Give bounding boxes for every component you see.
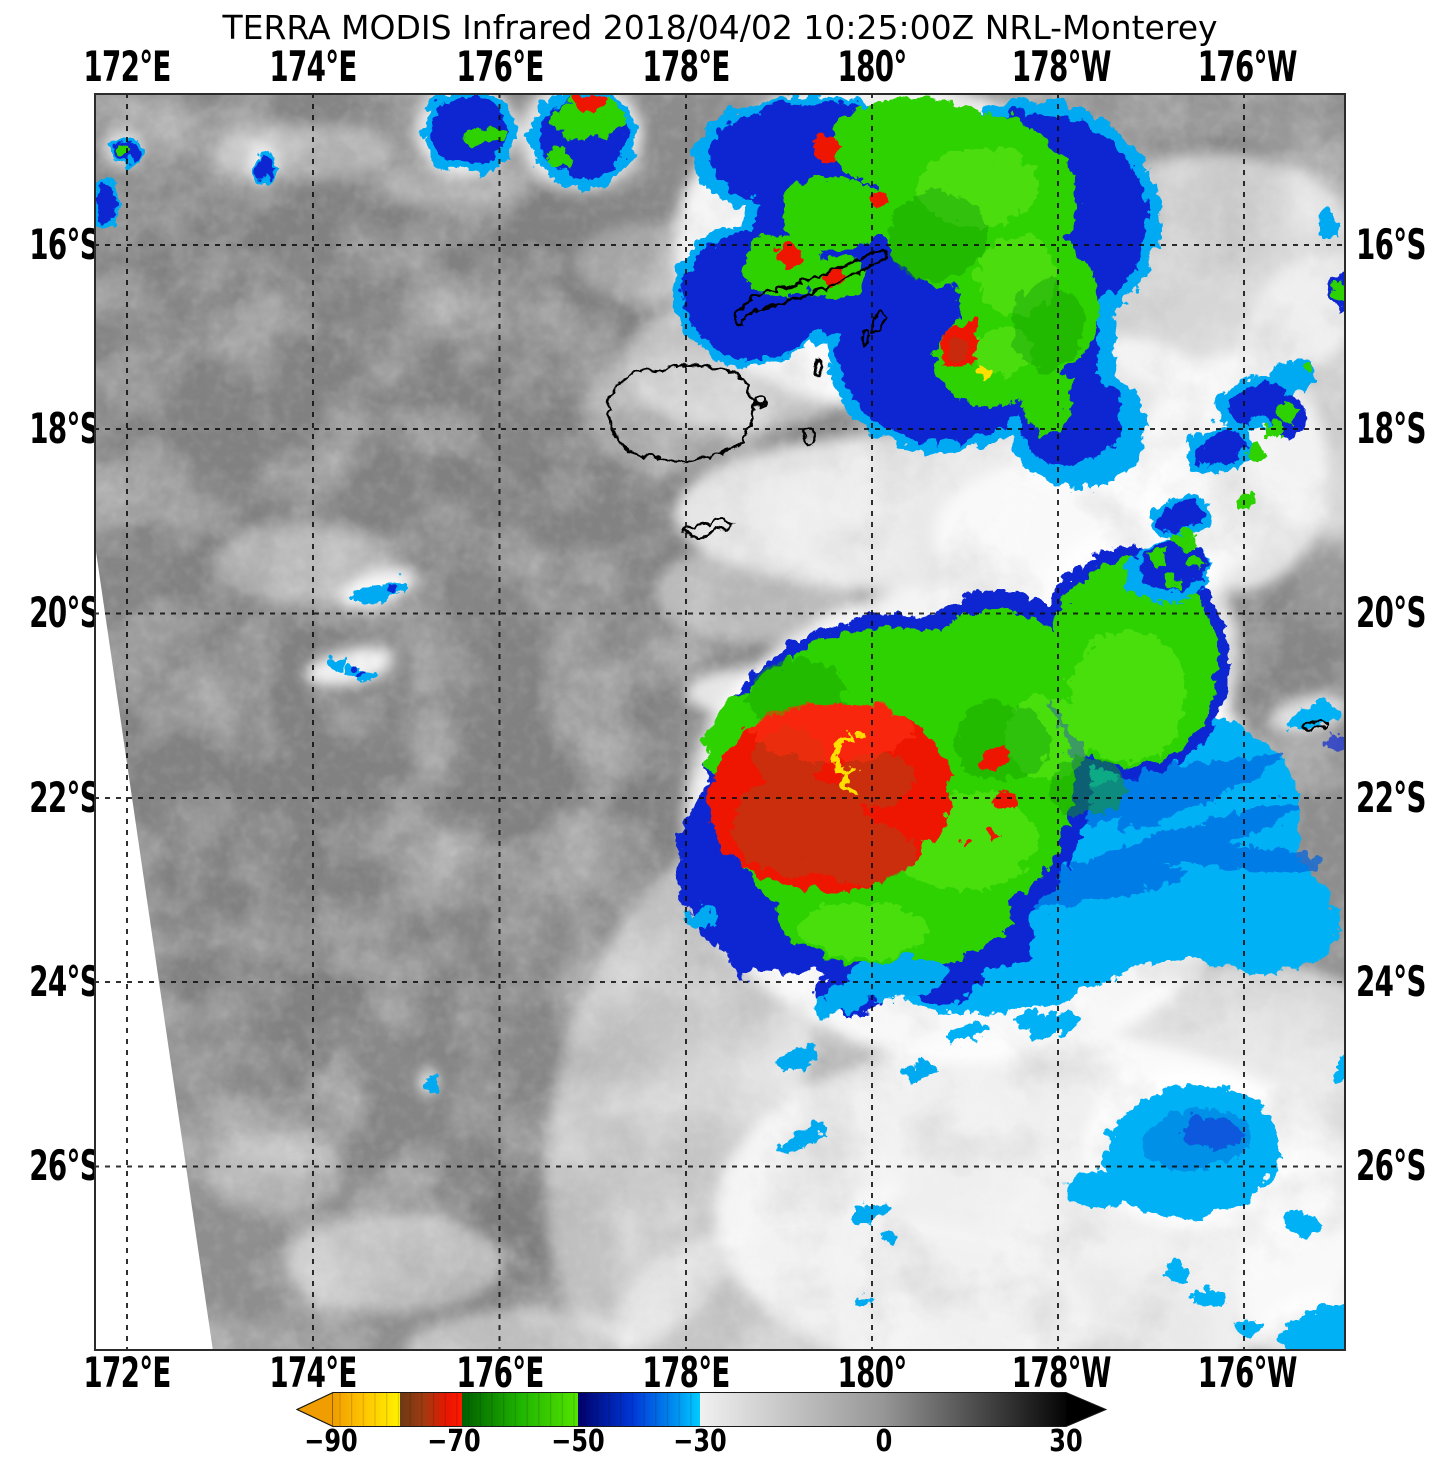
temperature-colorbar xyxy=(295,1391,1108,1428)
coastline-kadavu xyxy=(678,516,732,537)
storm-north-complex xyxy=(419,93,1157,485)
coastline-vanua-levu xyxy=(730,246,886,325)
colorbar-tick-minus90: −90 xyxy=(304,1424,358,1459)
coastline-koro xyxy=(858,327,870,345)
axis-label-bottom-178w: 178°W xyxy=(1011,1348,1112,1397)
axis-label-left-18s: 18°S xyxy=(29,404,100,453)
colorbar-tick-minus50: −50 xyxy=(551,1424,605,1459)
coastline-gau xyxy=(799,424,813,444)
axis-label-bottom-176e: 176°E xyxy=(456,1348,544,1397)
colorbar-tick-zero: 0 xyxy=(875,1424,893,1459)
image-title: TERRA MODIS Infrared 2018/04/02 10:25:00… xyxy=(222,8,1218,47)
colorbar-tick-minus30: −30 xyxy=(673,1424,727,1459)
axis-label-right-20s: 20°S xyxy=(1356,588,1426,637)
axis-label-top-178w: 178°W xyxy=(1011,42,1112,91)
colorbar-tick-minus70: −70 xyxy=(427,1424,481,1459)
axis-label-bottom-176w: 176°W xyxy=(1197,1348,1298,1397)
map-gridlines xyxy=(94,93,1346,1351)
colorbar-right-arrow xyxy=(1066,1392,1106,1427)
coastline-viti-levu xyxy=(605,360,754,460)
colorbar-left-arrow xyxy=(295,1391,334,1428)
satellite-ir-image xyxy=(94,93,1346,1351)
swath-edge-wedge xyxy=(94,538,213,1351)
axis-label-bottom-180: 180° xyxy=(837,1348,907,1397)
axis-label-top-174e: 174°E xyxy=(269,42,357,91)
axis-label-top-176e: 176°E xyxy=(456,42,544,91)
coastline-taveuni xyxy=(867,307,885,331)
fiji-coastlines xyxy=(605,246,1327,729)
axis-label-left-16s: 16°S xyxy=(29,220,100,269)
colorbar-segments xyxy=(333,1392,1066,1427)
tropical-cyclone-complex xyxy=(674,542,1336,1305)
axis-label-right-16s: 16°S xyxy=(1356,220,1426,269)
colorbar-outline xyxy=(295,1392,1108,1427)
axis-label-right-22s: 22°S xyxy=(1356,773,1426,822)
bottom-right-showers xyxy=(944,699,1346,1351)
axis-label-bottom-178e: 178°E xyxy=(642,1348,730,1397)
coastline-small-island xyxy=(811,355,821,375)
coastline-tonga-islet xyxy=(1297,716,1327,729)
axis-label-right-26s: 26°S xyxy=(1356,1141,1426,1190)
axis-label-left-22s: 22°S xyxy=(29,773,100,822)
map-frame xyxy=(94,93,1346,1351)
axis-label-top-176w: 176°W xyxy=(1197,42,1298,91)
coastline-ovalau xyxy=(751,392,765,406)
axis-label-right-24s: 24°S xyxy=(1356,957,1426,1006)
axis-label-left-24s: 24°S xyxy=(29,957,100,1006)
axis-label-bottom-174e: 174°E xyxy=(269,1348,357,1397)
colorbar-tick-30: 30 xyxy=(1049,1424,1083,1459)
cyclone-coldest-tops-yellow xyxy=(826,729,855,793)
axis-label-left-26s: 26°S xyxy=(29,1141,100,1190)
axis-label-top-172e: 172°E xyxy=(83,42,171,91)
axis-label-top-180: 180° xyxy=(837,42,907,91)
left-edge-showers xyxy=(94,132,434,1090)
axis-label-left-20s: 20°S xyxy=(29,588,100,637)
axis-label-right-18s: 18°S xyxy=(1356,404,1426,453)
ne-convective-specks xyxy=(1122,208,1346,599)
axis-label-top-178e: 178°E xyxy=(642,42,730,91)
axis-label-bottom-172e: 172°E xyxy=(83,1348,171,1397)
